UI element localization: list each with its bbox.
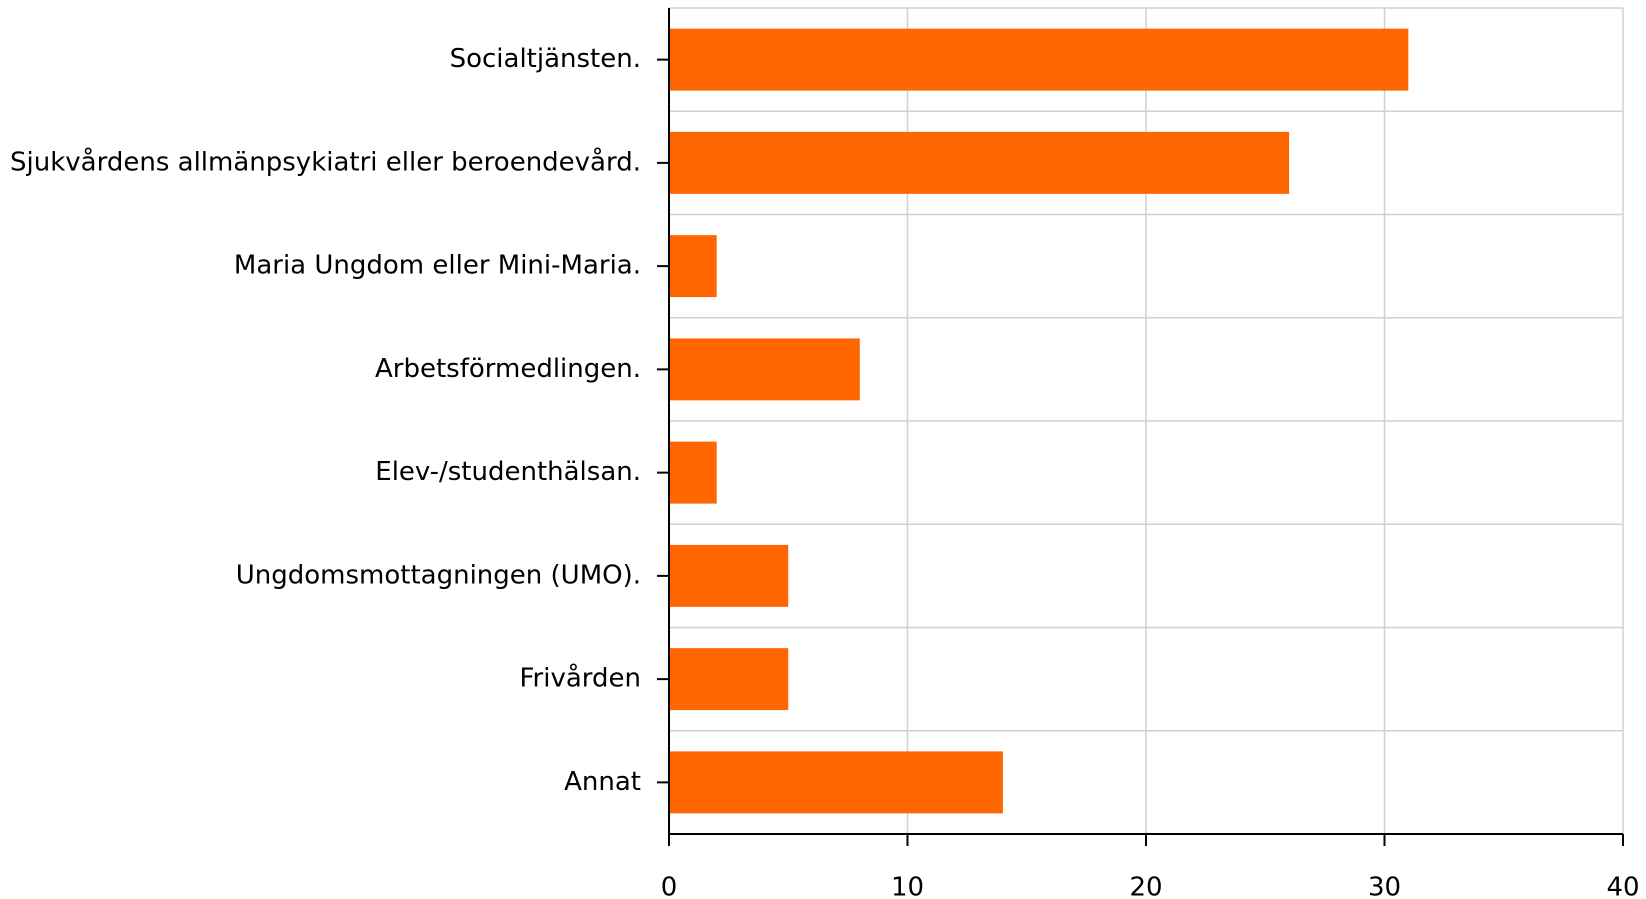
x-tick-label: 20	[1129, 873, 1162, 899]
y-tick-label: Frivården	[519, 663, 641, 694]
y-tick-label: Elev-/studenthälsan.	[375, 457, 641, 487]
x-tick-label: 30	[1368, 873, 1401, 899]
y-tick-label: Maria Ungdom eller Mini-Maria.	[234, 251, 641, 281]
bar	[669, 131, 1290, 194]
bar	[669, 441, 717, 504]
x-tick-label: 40	[1606, 873, 1639, 899]
bar	[669, 235, 717, 298]
y-tick-label: Sjukvårdens allmänpsykiatri eller beroen…	[10, 146, 641, 177]
bar	[669, 648, 789, 711]
bar	[669, 544, 789, 607]
x-tick-label: 10	[891, 873, 924, 899]
y-tick-label: Annat	[564, 767, 641, 797]
x-tick-label: 0	[661, 873, 678, 899]
bar	[669, 28, 1409, 91]
y-tick-label: Arbetsförmedlingen.	[375, 354, 641, 384]
y-tick-label: Ungdomsmottagningen (UMO).	[236, 560, 641, 590]
bar	[669, 338, 860, 401]
y-tick-label: Socialtjänsten.	[450, 44, 641, 74]
bar	[669, 751, 1003, 814]
